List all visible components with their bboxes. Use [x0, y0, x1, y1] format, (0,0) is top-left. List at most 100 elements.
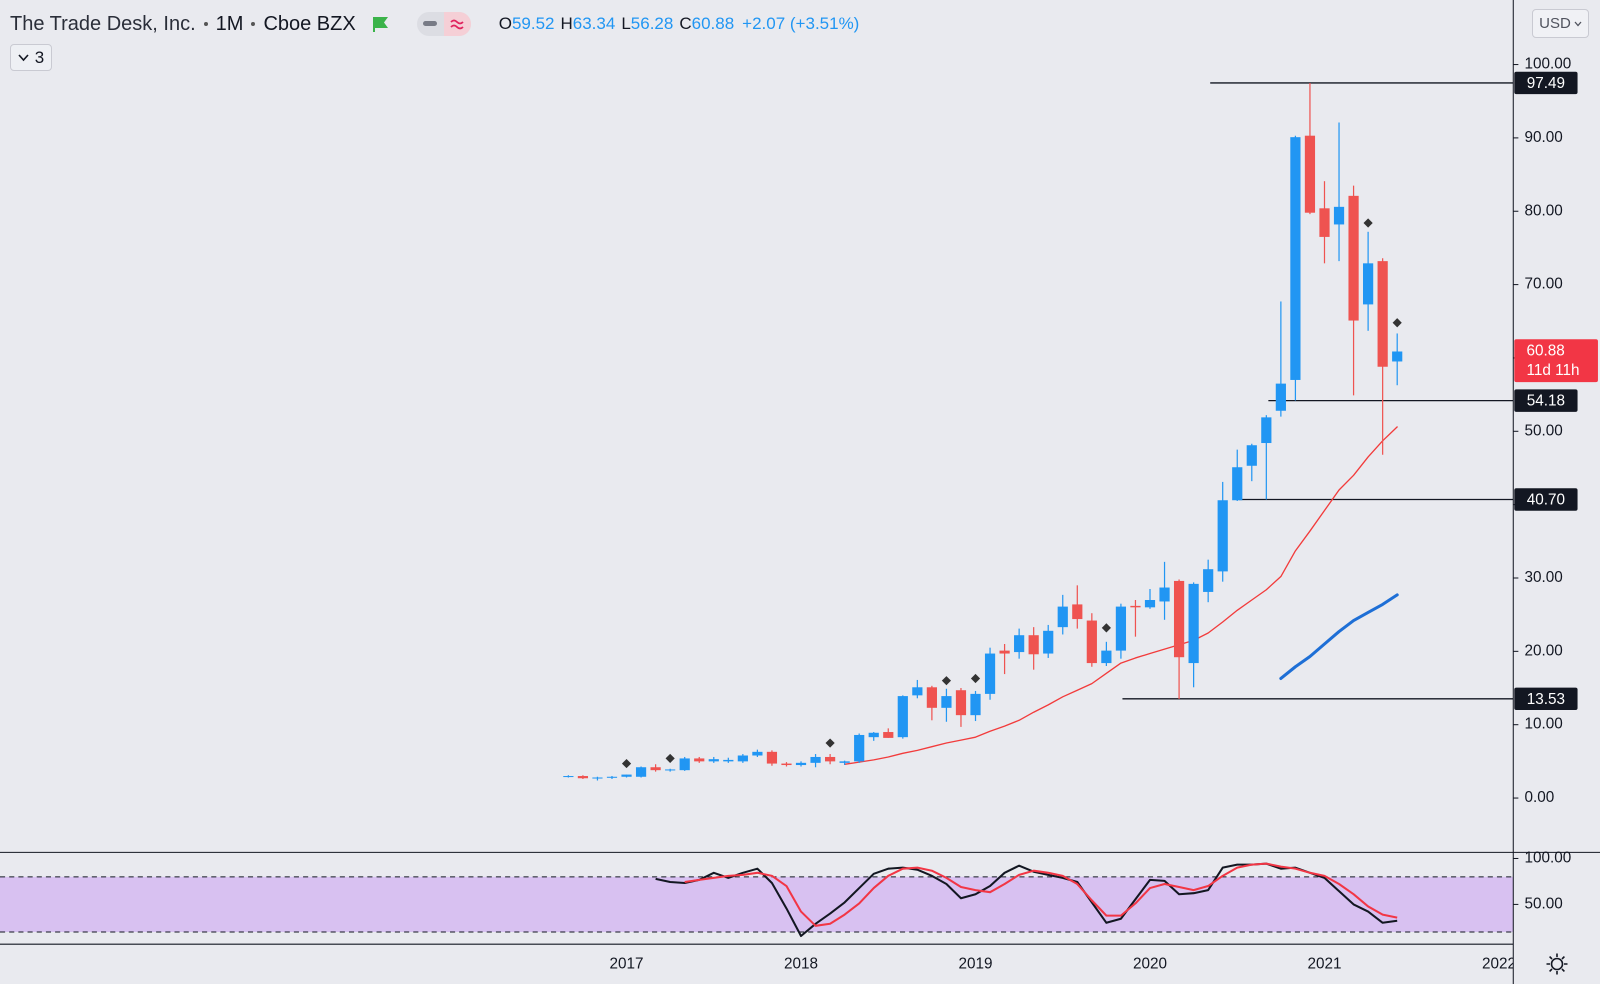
- candle-body: [606, 776, 618, 778]
- candle-body: [1392, 351, 1403, 362]
- candle-body: [1290, 137, 1301, 380]
- signal-marker: [665, 753, 675, 764]
- candle-body: [1028, 635, 1039, 655]
- level-label-box: [1514, 488, 1578, 511]
- candle-body: [737, 755, 748, 762]
- x-tick-label: 2022: [1482, 956, 1516, 973]
- candle-body: [1115, 606, 1127, 651]
- candle-body: [839, 761, 850, 763]
- signal-marker: [941, 676, 952, 686]
- candle-body: [708, 759, 719, 762]
- candle-body: [665, 769, 676, 771]
- signal-marker: [825, 738, 835, 748]
- separator: [251, 22, 256, 26]
- price-pane: [563, 82, 1514, 781]
- candle-body: [1173, 580, 1185, 658]
- separator: [203, 22, 208, 26]
- candle-body: [1043, 630, 1054, 654]
- chevron: [1574, 21, 1582, 26]
- candle-body: [1014, 635, 1025, 653]
- y-tick-label: 30.00: [1524, 569, 1562, 586]
- band-fill: [0, 876, 1514, 932]
- candle-body: [1275, 383, 1286, 411]
- candle-body: [912, 687, 923, 696]
- indicator-legend-toggle[interactable]: 3: [10, 44, 52, 71]
- candle-body: [897, 696, 908, 738]
- compare-button[interactable]: [443, 12, 471, 36]
- y-tick-label: 50.00: [1524, 895, 1562, 912]
- indicator-toggles: [416, 12, 471, 36]
- candle-body: [868, 732, 879, 738]
- level-label-box: [1514, 71, 1578, 95]
- candle-body: [1072, 604, 1083, 620]
- y-tick-label: 10.00: [1524, 716, 1562, 733]
- candle-body: [810, 756, 821, 763]
- x-tick-label: 2019: [958, 956, 992, 973]
- currency-button[interactable]: USD: [1532, 9, 1589, 38]
- y-tick-label: 100.00: [1524, 850, 1571, 867]
- level-label: 40.70: [1527, 492, 1565, 509]
- candle-body: [1159, 587, 1170, 602]
- signal-marker: [970, 673, 981, 684]
- candle-body: [1363, 263, 1374, 305]
- candle-body: [563, 776, 574, 778]
- candle-body: [825, 756, 836, 762]
- candle-body: [621, 774, 632, 777]
- candle-body: [650, 767, 661, 771]
- x-tick-label: 2021: [1307, 956, 1341, 973]
- candle-body: [883, 732, 894, 738]
- candle-body: [1348, 195, 1359, 321]
- symbol-title[interactable]: The Trade Desk, Inc.: [10, 12, 196, 35]
- x-tick-label: 2018: [784, 956, 818, 973]
- exchange: Cboe BZX: [263, 12, 356, 35]
- candle-body: [781, 763, 792, 766]
- candle-body: [955, 690, 967, 716]
- candle-body: [1217, 500, 1228, 572]
- oscillator-line: [684, 862, 1398, 927]
- price-change: +2.07 (+3.51%): [742, 14, 860, 33]
- candle-body: [1144, 600, 1156, 608]
- currency: USD: [1539, 15, 1571, 32]
- candle-body: [592, 777, 603, 779]
- candle-body: [1130, 605, 1141, 608]
- candle-body: [1261, 417, 1272, 444]
- market-flag: [372, 16, 388, 32]
- time-axis: 2017 2018 2019 2020 2021 2022: [610, 956, 1516, 973]
- price-labels: 0.0010.0020.0030.0040.0050.0060.0070.008…: [1513, 56, 1598, 912]
- candle-body: [1232, 467, 1243, 501]
- x-tick-label: 2020: [1133, 956, 1167, 973]
- candle-body: [1188, 583, 1199, 664]
- moving-average: [1279, 593, 1399, 681]
- signal-marker: [1363, 218, 1373, 228]
- y-tick-label: 0.00: [1524, 789, 1554, 806]
- interval[interactable]: 1M: [215, 12, 244, 35]
- settings-button[interactable]: [1545, 952, 1569, 976]
- candle-body: [766, 751, 778, 764]
- candle-body: [1057, 606, 1068, 628]
- candle-body: [1377, 261, 1388, 367]
- candle-body: [1101, 650, 1112, 664]
- countdown: 11d 11h: [1527, 362, 1580, 379]
- candle-body: [854, 734, 865, 762]
- candle-body: [1319, 208, 1330, 237]
- oscillator-pane: [0, 862, 1514, 938]
- hide-button[interactable]: [417, 12, 444, 36]
- candle-body: [941, 696, 952, 708]
- candle-body: [984, 653, 996, 694]
- level-label-box: [1514, 389, 1578, 412]
- y-tick-label: 90.00: [1524, 129, 1562, 146]
- candle-body: [1086, 620, 1097, 664]
- y-tick-label: 20.00: [1524, 642, 1562, 659]
- ohlc-values: O 59.52 H 63.34 L 56.28 C 60.88: [493, 14, 734, 34]
- level-label: 97.49: [1527, 75, 1565, 92]
- candle-body: [635, 767, 647, 777]
- candle-body: [1246, 445, 1257, 466]
- ohlc-key: H: [560, 14, 573, 33]
- candle-body: [577, 776, 589, 779]
- indicator-count: 3: [34, 47, 45, 67]
- candle-body: [752, 751, 763, 756]
- header: The Trade Desk, Inc. 1M Cboe BZX O 59.52 H…: [10, 9, 859, 39]
- x-tick-label: 2017: [610, 956, 644, 973]
- ohlc-value: 59.52: [511, 14, 555, 33]
